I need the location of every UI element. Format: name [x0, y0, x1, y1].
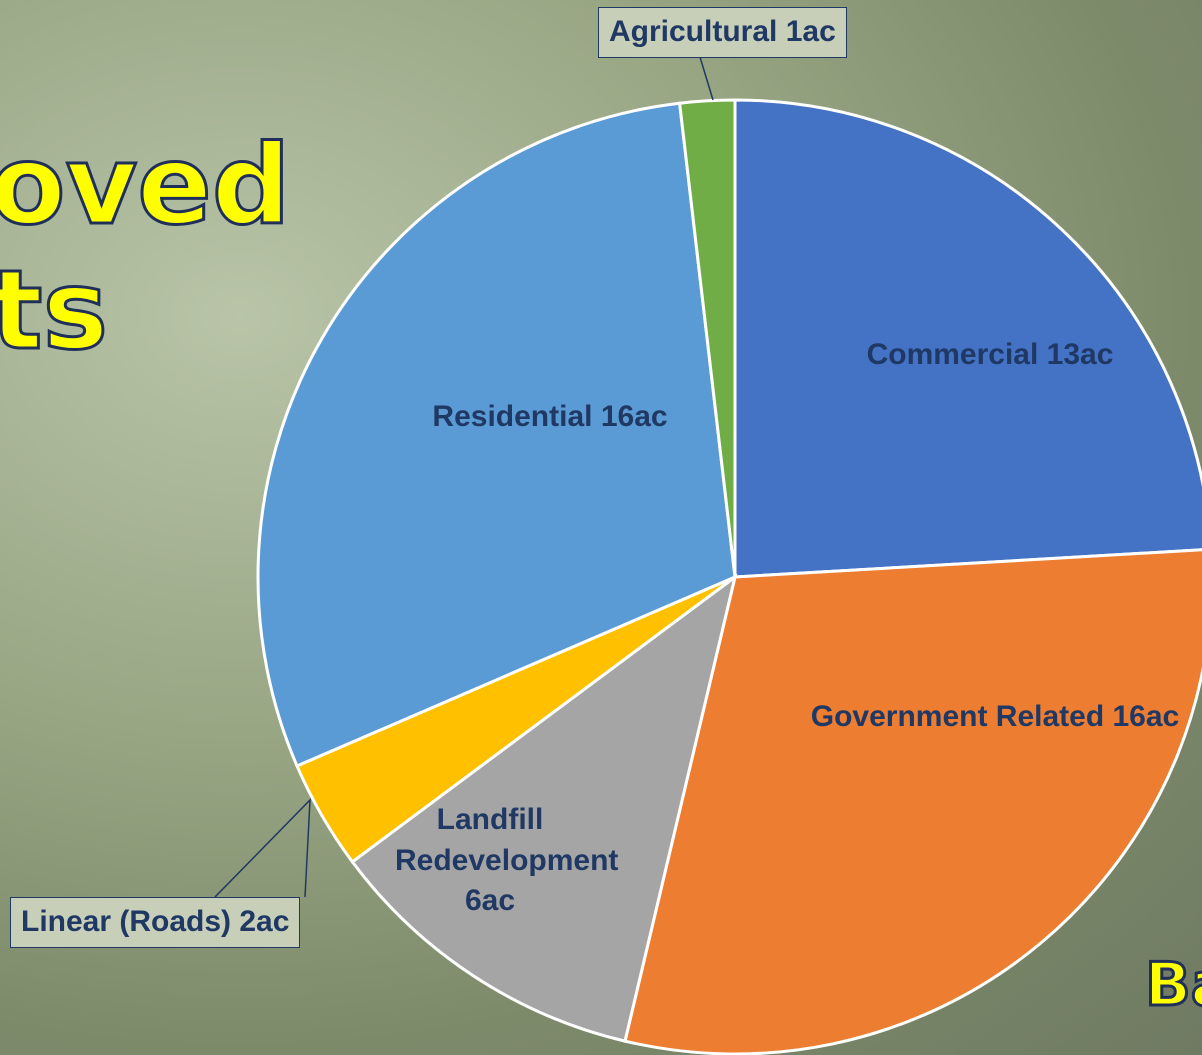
value-label: 1ac [786, 15, 836, 48]
category-label: Government Related [811, 700, 1104, 733]
category-label: Commercial [867, 338, 1039, 371]
value-label: 13ac [1047, 338, 1114, 371]
value-label: 16ac [601, 400, 668, 433]
leader-line [215, 800, 310, 897]
category-label: Linear (Roads) [21, 905, 231, 938]
category-label: Landfill Redevelopment [395, 803, 618, 877]
slide: oved ts Ba Commercial 13acGovernment Rel… [0, 0, 1202, 1055]
slice-label: Landfill Redevelopment 6ac [395, 800, 585, 922]
slice-label: Commercial 13ac [820, 335, 1160, 376]
category-label: Residential [432, 400, 592, 433]
slice-label: Linear (Roads) 2ac [10, 897, 300, 948]
category-label: Agricultural [609, 15, 777, 48]
leader-line [700, 57, 713, 100]
value-label: 2ac [239, 905, 289, 938]
value-label: 16ac [1113, 700, 1180, 733]
value-label: 6ac [465, 884, 515, 917]
slice-label: Agricultural 1ac [598, 7, 847, 58]
slice-label: Government Related 16ac [795, 697, 1195, 738]
slice-label: Residential 16ac [380, 397, 720, 438]
